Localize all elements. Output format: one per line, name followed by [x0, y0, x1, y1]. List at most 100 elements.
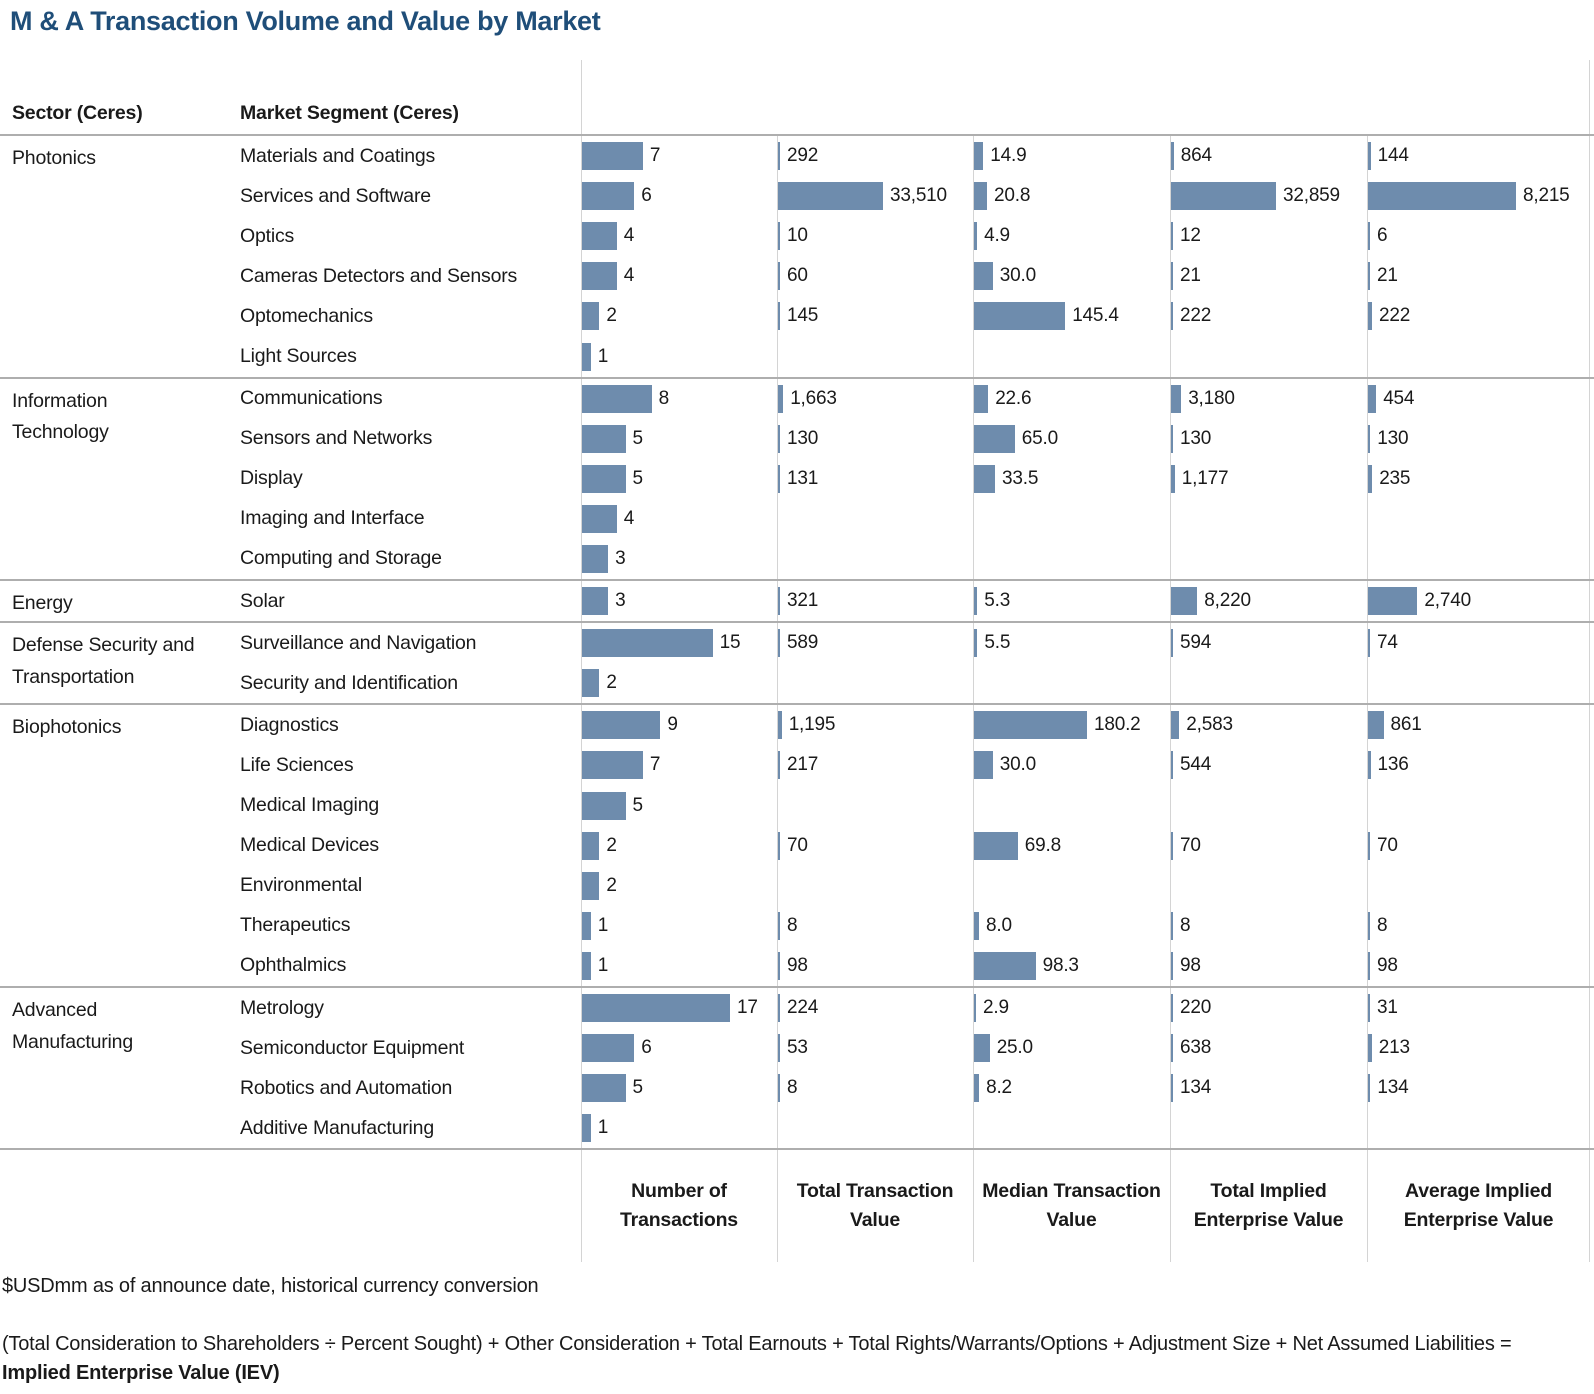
- value-bar[interactable]: [582, 504, 617, 533]
- value-bar[interactable]: [1171, 831, 1173, 860]
- value-bar[interactable]: [1368, 751, 1371, 780]
- value-bar[interactable]: [974, 384, 989, 413]
- value-bar[interactable]: [974, 182, 987, 211]
- value-bar[interactable]: [582, 384, 652, 413]
- value-bar[interactable]: [1171, 222, 1173, 251]
- value-bar[interactable]: [1171, 424, 1173, 453]
- value-bar[interactable]: [1171, 384, 1182, 413]
- value-bar[interactable]: [1368, 1034, 1372, 1063]
- value-bar[interactable]: [1368, 302, 1372, 331]
- value-bar[interactable]: [778, 831, 780, 860]
- value-bar[interactable]: [582, 182, 635, 211]
- value-bar[interactable]: [974, 1074, 980, 1103]
- value-bar[interactable]: [582, 629, 713, 658]
- value-bar[interactable]: [778, 751, 780, 780]
- value-bar[interactable]: [778, 302, 780, 331]
- value-bar[interactable]: [778, 182, 883, 211]
- value-bar[interactable]: [778, 142, 780, 171]
- value-bar[interactable]: [1171, 629, 1173, 658]
- value-bar[interactable]: [778, 1034, 780, 1063]
- value-bar[interactable]: [778, 262, 780, 291]
- value-bar[interactable]: [974, 424, 1015, 453]
- value-bar[interactable]: [582, 222, 617, 251]
- value-bar[interactable]: [974, 711, 1087, 740]
- value-bar[interactable]: [974, 302, 1066, 331]
- value-bar[interactable]: [1171, 262, 1173, 291]
- value-bar[interactable]: [974, 222, 978, 251]
- value-bar[interactable]: [1368, 262, 1370, 291]
- value-bar[interactable]: [1368, 911, 1370, 940]
- value-bar[interactable]: [1368, 142, 1371, 171]
- value-bar[interactable]: [1171, 302, 1173, 331]
- value-bar[interactable]: [974, 951, 1036, 980]
- value-bar[interactable]: [1171, 951, 1173, 980]
- value-bar[interactable]: [582, 464, 626, 493]
- value-bar[interactable]: [1171, 1074, 1173, 1103]
- value-bar[interactable]: [582, 871, 600, 900]
- value-bar[interactable]: [1368, 951, 1370, 980]
- value-bar[interactable]: [778, 1074, 780, 1103]
- value-bar[interactable]: [778, 424, 780, 453]
- value-bar[interactable]: [778, 464, 780, 493]
- value-bar[interactable]: [974, 262, 993, 291]
- value-bar[interactable]: [1368, 629, 1370, 658]
- segment-label: Additive Manufacturing: [240, 1116, 434, 1139]
- value-bar[interactable]: [582, 342, 591, 371]
- value-bar[interactable]: [582, 994, 730, 1023]
- value-bar[interactable]: [1171, 587, 1198, 616]
- value-bar[interactable]: [1368, 222, 1370, 251]
- value-bar[interactable]: [582, 262, 617, 291]
- value-bar[interactable]: [582, 1074, 626, 1103]
- value-bar[interactable]: [582, 1114, 591, 1143]
- value-bar[interactable]: [974, 1034, 990, 1063]
- value-bar[interactable]: [1368, 182, 1516, 211]
- value-bar[interactable]: [1368, 587, 1418, 616]
- value-bar[interactable]: [1171, 994, 1173, 1023]
- value-bar[interactable]: [778, 384, 784, 413]
- value-bar[interactable]: [1368, 384, 1377, 413]
- value-bar[interactable]: [1368, 1074, 1371, 1103]
- value-bar[interactable]: [778, 994, 780, 1023]
- value-bar[interactable]: [778, 222, 780, 251]
- value-bar[interactable]: [778, 911, 780, 940]
- value-bar[interactable]: [582, 142, 643, 171]
- value-bar[interactable]: [582, 791, 626, 820]
- value-bar[interactable]: [1171, 464, 1175, 493]
- value-bar[interactable]: [974, 831, 1018, 860]
- value-bar[interactable]: [1171, 142, 1174, 171]
- value-bar[interactable]: [778, 629, 780, 658]
- value-bar[interactable]: [1171, 751, 1173, 780]
- value-bar[interactable]: [1368, 464, 1373, 493]
- value-bar[interactable]: [974, 911, 979, 940]
- value-bar[interactable]: [974, 142, 984, 171]
- value-label: 145: [787, 305, 819, 327]
- value-bar[interactable]: [582, 424, 626, 453]
- value-bar[interactable]: [974, 629, 978, 658]
- value-bar[interactable]: [1368, 424, 1371, 453]
- value-bar[interactable]: [1171, 711, 1180, 740]
- measure-cell: 53: [777, 1028, 973, 1068]
- value-bar[interactable]: [582, 587, 609, 616]
- value-bar[interactable]: [582, 911, 591, 940]
- value-bar[interactable]: [974, 994, 976, 1023]
- value-bar[interactable]: [1368, 711, 1384, 740]
- value-bar[interactable]: [582, 544, 609, 573]
- value-bar[interactable]: [582, 711, 661, 740]
- value-bar[interactable]: [778, 587, 780, 616]
- value-bar[interactable]: [582, 1034, 635, 1063]
- value-bar[interactable]: [582, 951, 591, 980]
- value-bar[interactable]: [974, 464, 995, 493]
- value-bar[interactable]: [974, 751, 993, 780]
- value-bar[interactable]: [1171, 1034, 1173, 1063]
- value-bar[interactable]: [974, 587, 978, 616]
- value-bar[interactable]: [582, 831, 600, 860]
- value-bar[interactable]: [582, 669, 600, 698]
- value-bar[interactable]: [582, 751, 643, 780]
- value-bar[interactable]: [778, 711, 782, 740]
- value-bar[interactable]: [1368, 831, 1370, 860]
- value-bar[interactable]: [582, 302, 600, 331]
- value-bar[interactable]: [1368, 994, 1370, 1023]
- value-bar[interactable]: [1171, 911, 1173, 940]
- value-bar[interactable]: [778, 951, 780, 980]
- value-bar[interactable]: [1171, 182, 1276, 211]
